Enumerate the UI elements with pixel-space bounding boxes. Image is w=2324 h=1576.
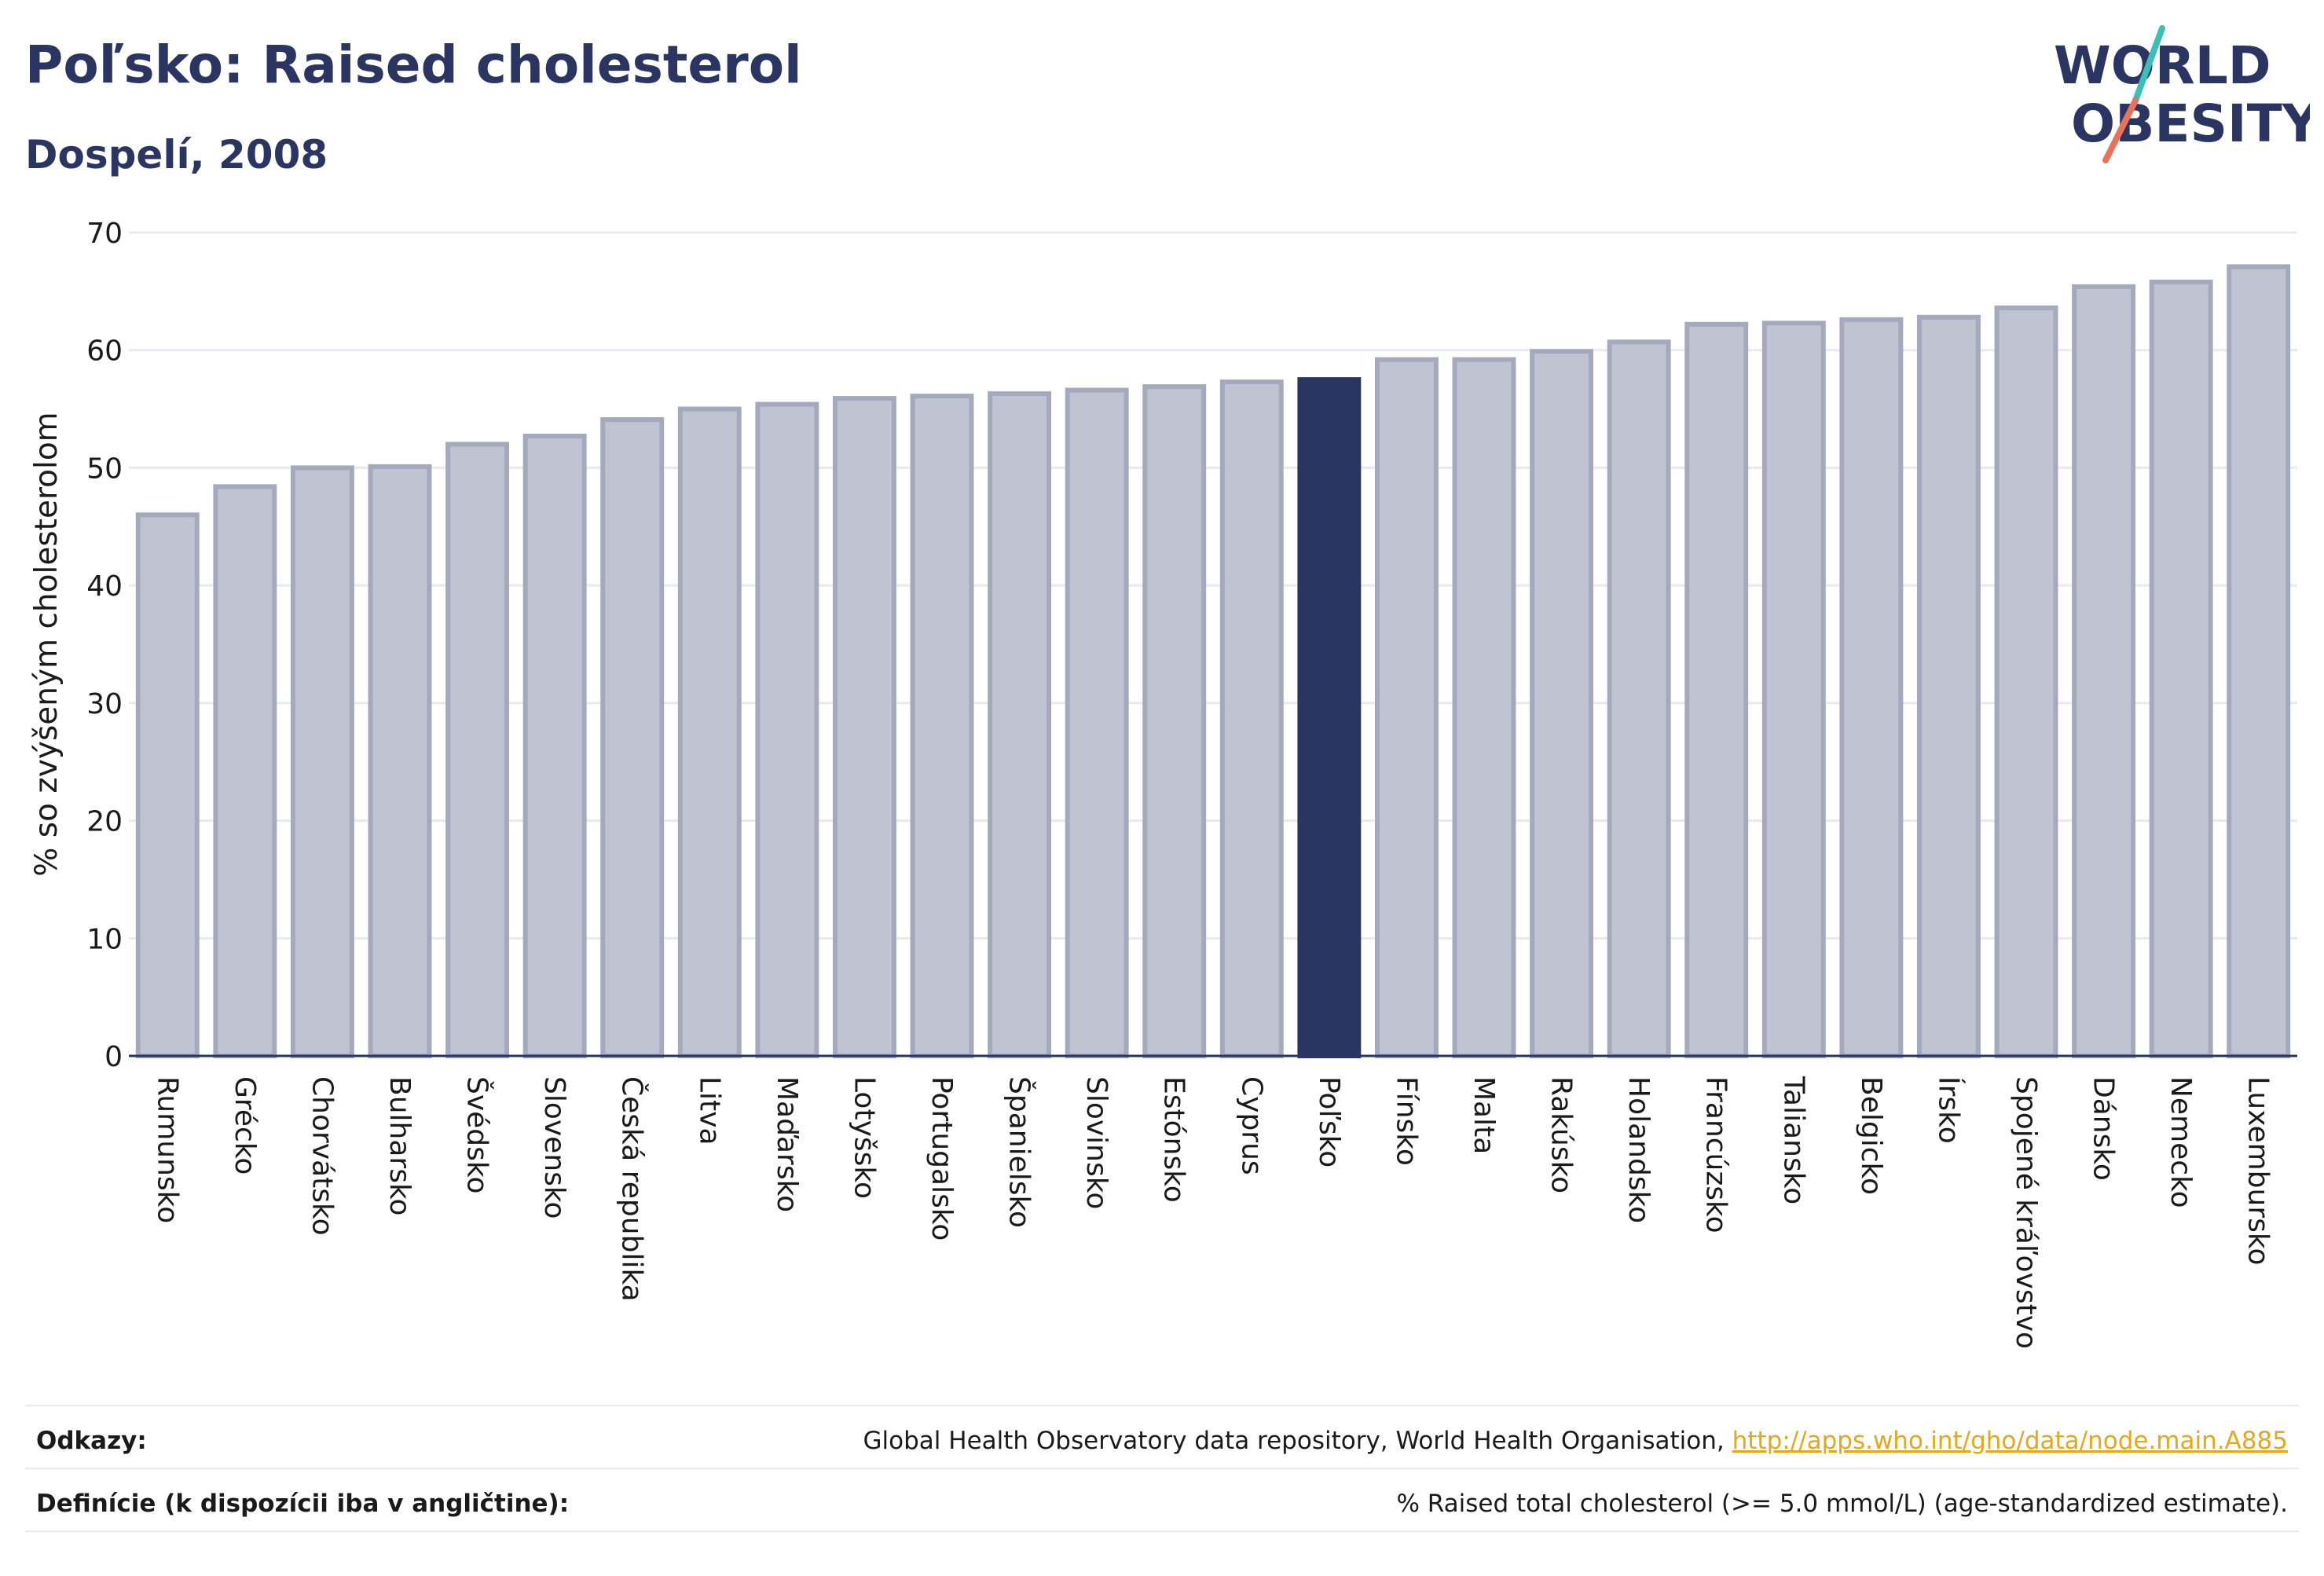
x-tick-label: Taliansko [1777, 1076, 1809, 1204]
bar [1530, 349, 1594, 1058]
bar [213, 484, 277, 1058]
x-tick-label: Estónsko [1158, 1076, 1190, 1203]
chart-title: Poľsko: Raised cholesterol [25, 35, 802, 95]
x-tick-label: Chorvátsko [306, 1076, 338, 1236]
x-tick-label: Luxembursko [2242, 1076, 2275, 1265]
x-tick-label: Maďarsko [771, 1076, 803, 1212]
y-tick-label: 50 [86, 453, 123, 485]
bar [988, 391, 1052, 1058]
bar [1994, 305, 2058, 1058]
references-source: Global Health Observatory data repositor… [863, 1427, 2288, 1455]
y-tick-label: 10 [86, 923, 123, 955]
logo-slash-teal [2132, 25, 2165, 104]
references-row: Odkazy: Global Health Observatory data r… [36, 1424, 2288, 1458]
x-tick-label: Rumunsko [151, 1076, 183, 1223]
x-tick-label: Slovinsko [1080, 1076, 1113, 1209]
x-tick-label: Spojené kráľovstvo [2010, 1076, 2042, 1349]
bar-highlight [1297, 377, 1362, 1058]
x-tick-label: Slovensko [538, 1076, 570, 1219]
footer-divider-bottom [25, 1530, 2299, 1532]
x-tick-label: Portugalsko [926, 1076, 958, 1241]
world-obesity-logo: WORLD OBESITY [2054, 25, 2310, 163]
bar [755, 401, 819, 1058]
x-tick-label: Poľsko [1313, 1076, 1345, 1167]
bar [290, 465, 354, 1058]
bar [1374, 357, 1439, 1059]
x-tick-label: Lotyšsko [848, 1076, 880, 1199]
bar [368, 464, 432, 1058]
logo-word-1: WORLD [2054, 35, 2271, 96]
x-tick-label: Bulharsko [383, 1076, 416, 1216]
y-tick-label: 60 [86, 335, 123, 368]
y-tick-label: 70 [86, 218, 123, 250]
x-tick-label: Malta [1468, 1076, 1500, 1154]
bar [1916, 314, 1981, 1058]
x-tick-label: Francúzsko [1700, 1076, 1732, 1233]
definitions-text: % Raised total cholesterol (>= 5.0 mmol/… [1396, 1490, 2288, 1518]
x-tick-label: Grécko [229, 1076, 261, 1175]
bar [1761, 321, 1826, 1058]
bar [2149, 279, 2213, 1058]
bar [1839, 317, 1904, 1058]
bar [1065, 387, 1129, 1059]
y-axis-label: % so zvýšeným cholesterolom [29, 412, 64, 876]
bar [2227, 264, 2291, 1059]
x-tick-label: Nemecko [2165, 1076, 2197, 1208]
definitions-label: Definície (k dispozícii iba v angličtine… [36, 1490, 570, 1518]
y-tick-label: 40 [86, 570, 123, 603]
x-tick-label: Fínsko [1390, 1076, 1422, 1166]
footer-divider-middle [25, 1468, 2299, 1469]
bar [832, 396, 896, 1058]
bar [1219, 379, 1284, 1058]
x-tick-label: Španielsko [1003, 1076, 1036, 1228]
references-text: Global Health Observatory data repositor… [863, 1427, 1732, 1455]
bar [1142, 384, 1207, 1058]
chart-subtitle: Dospelí, 2008 [25, 132, 328, 178]
bar-chart: 0 10 20 30 40 50 60 70 Rumunsko Grécko Chorvátsko… [29, 218, 2297, 1349]
x-tick-label: Švédsko [461, 1076, 494, 1194]
bar [135, 512, 200, 1058]
x-tick-label: Holandsko [1622, 1076, 1655, 1223]
x-tick-label: Írsko [1932, 1076, 1965, 1144]
footer-divider-top [25, 1405, 2299, 1406]
x-tick-label: Belgicko [1855, 1076, 1887, 1195]
y-tick-label: 30 [86, 688, 123, 720]
y-tick-label: 0 [104, 1041, 123, 1073]
bar [600, 417, 665, 1058]
logo-slash-coral [2102, 97, 2139, 163]
x-tick-label: Cyprus [1235, 1076, 1267, 1175]
x-tick-label: Dánsko [2088, 1076, 2120, 1181]
y-tick-label: 20 [86, 806, 123, 838]
bar [2072, 284, 2136, 1058]
bar [445, 442, 510, 1058]
bar [677, 406, 742, 1058]
x-tick-label: Litva [693, 1076, 725, 1145]
bar [522, 434, 587, 1058]
bar [1452, 357, 1516, 1059]
x-tick-label: Rakúsko [1545, 1076, 1578, 1193]
bar [910, 394, 974, 1058]
bar [1607, 339, 1671, 1058]
references-link[interactable]: http://apps.who.int/gho/data/node.main.A… [1732, 1427, 2288, 1455]
x-tick-label: Česká republika [616, 1076, 649, 1302]
references-label: Odkazy: [36, 1427, 147, 1455]
bar [1684, 321, 1749, 1058]
definitions-row: Definície (k dispozícii iba v angličtine… [36, 1486, 2288, 1521]
